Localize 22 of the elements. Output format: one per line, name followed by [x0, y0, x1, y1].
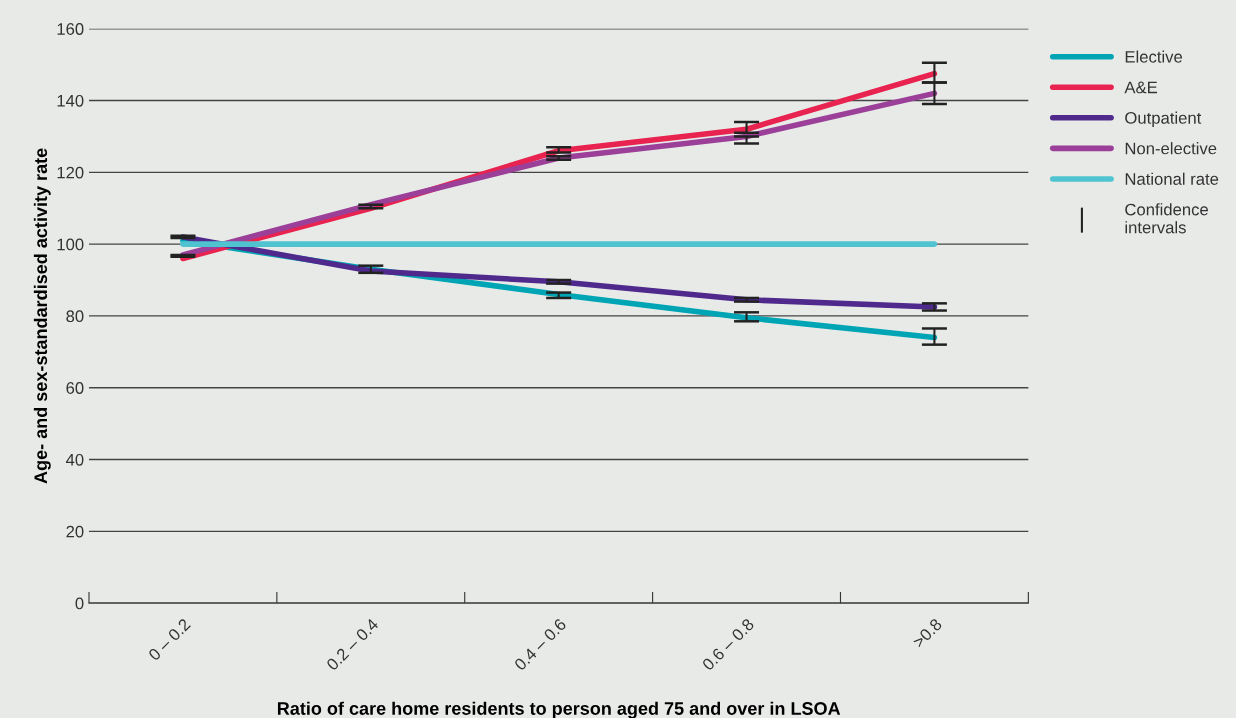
x-tick-label: 0.6 – 0.8 — [701, 617, 755, 672]
y-tick-label: 80 — [66, 310, 84, 323]
x-tick-label: >0.8 — [912, 617, 943, 649]
y-tick-label: 60 — [66, 382, 84, 394]
x-axis-title: Ratio of care home residents to person aged 75 and over in LSOA — [277, 701, 841, 718]
legend-label: Elective — [1125, 50, 1183, 63]
x-tick-label: 0.2 – 0.4 — [325, 617, 380, 672]
x-tick-label: 0 – 0.2 — [147, 617, 191, 662]
y-tick-label: 40 — [65, 453, 84, 466]
y-tick-label: 120 — [57, 166, 84, 179]
y-tick-label: 0 — [75, 597, 84, 610]
legend-label: Outpatient — [1125, 111, 1202, 128]
legend-label: National rate — [1125, 172, 1219, 185]
y-tick-label: 160 — [57, 23, 84, 35]
legend-label: A&E — [1124, 81, 1158, 94]
y-tick-label: 140 — [57, 94, 84, 107]
y-axis-title: Age- and sex-standardised activity rate — [33, 148, 51, 484]
y-tick-label: 20 — [66, 525, 84, 538]
y-tick-label: 100 — [57, 238, 84, 251]
text: Confidence intervals — [1125, 203, 1208, 234]
x-tick-label: 0.4 – 0.6 — [513, 617, 567, 672]
legend-label: Non-elective — [1125, 142, 1217, 155]
